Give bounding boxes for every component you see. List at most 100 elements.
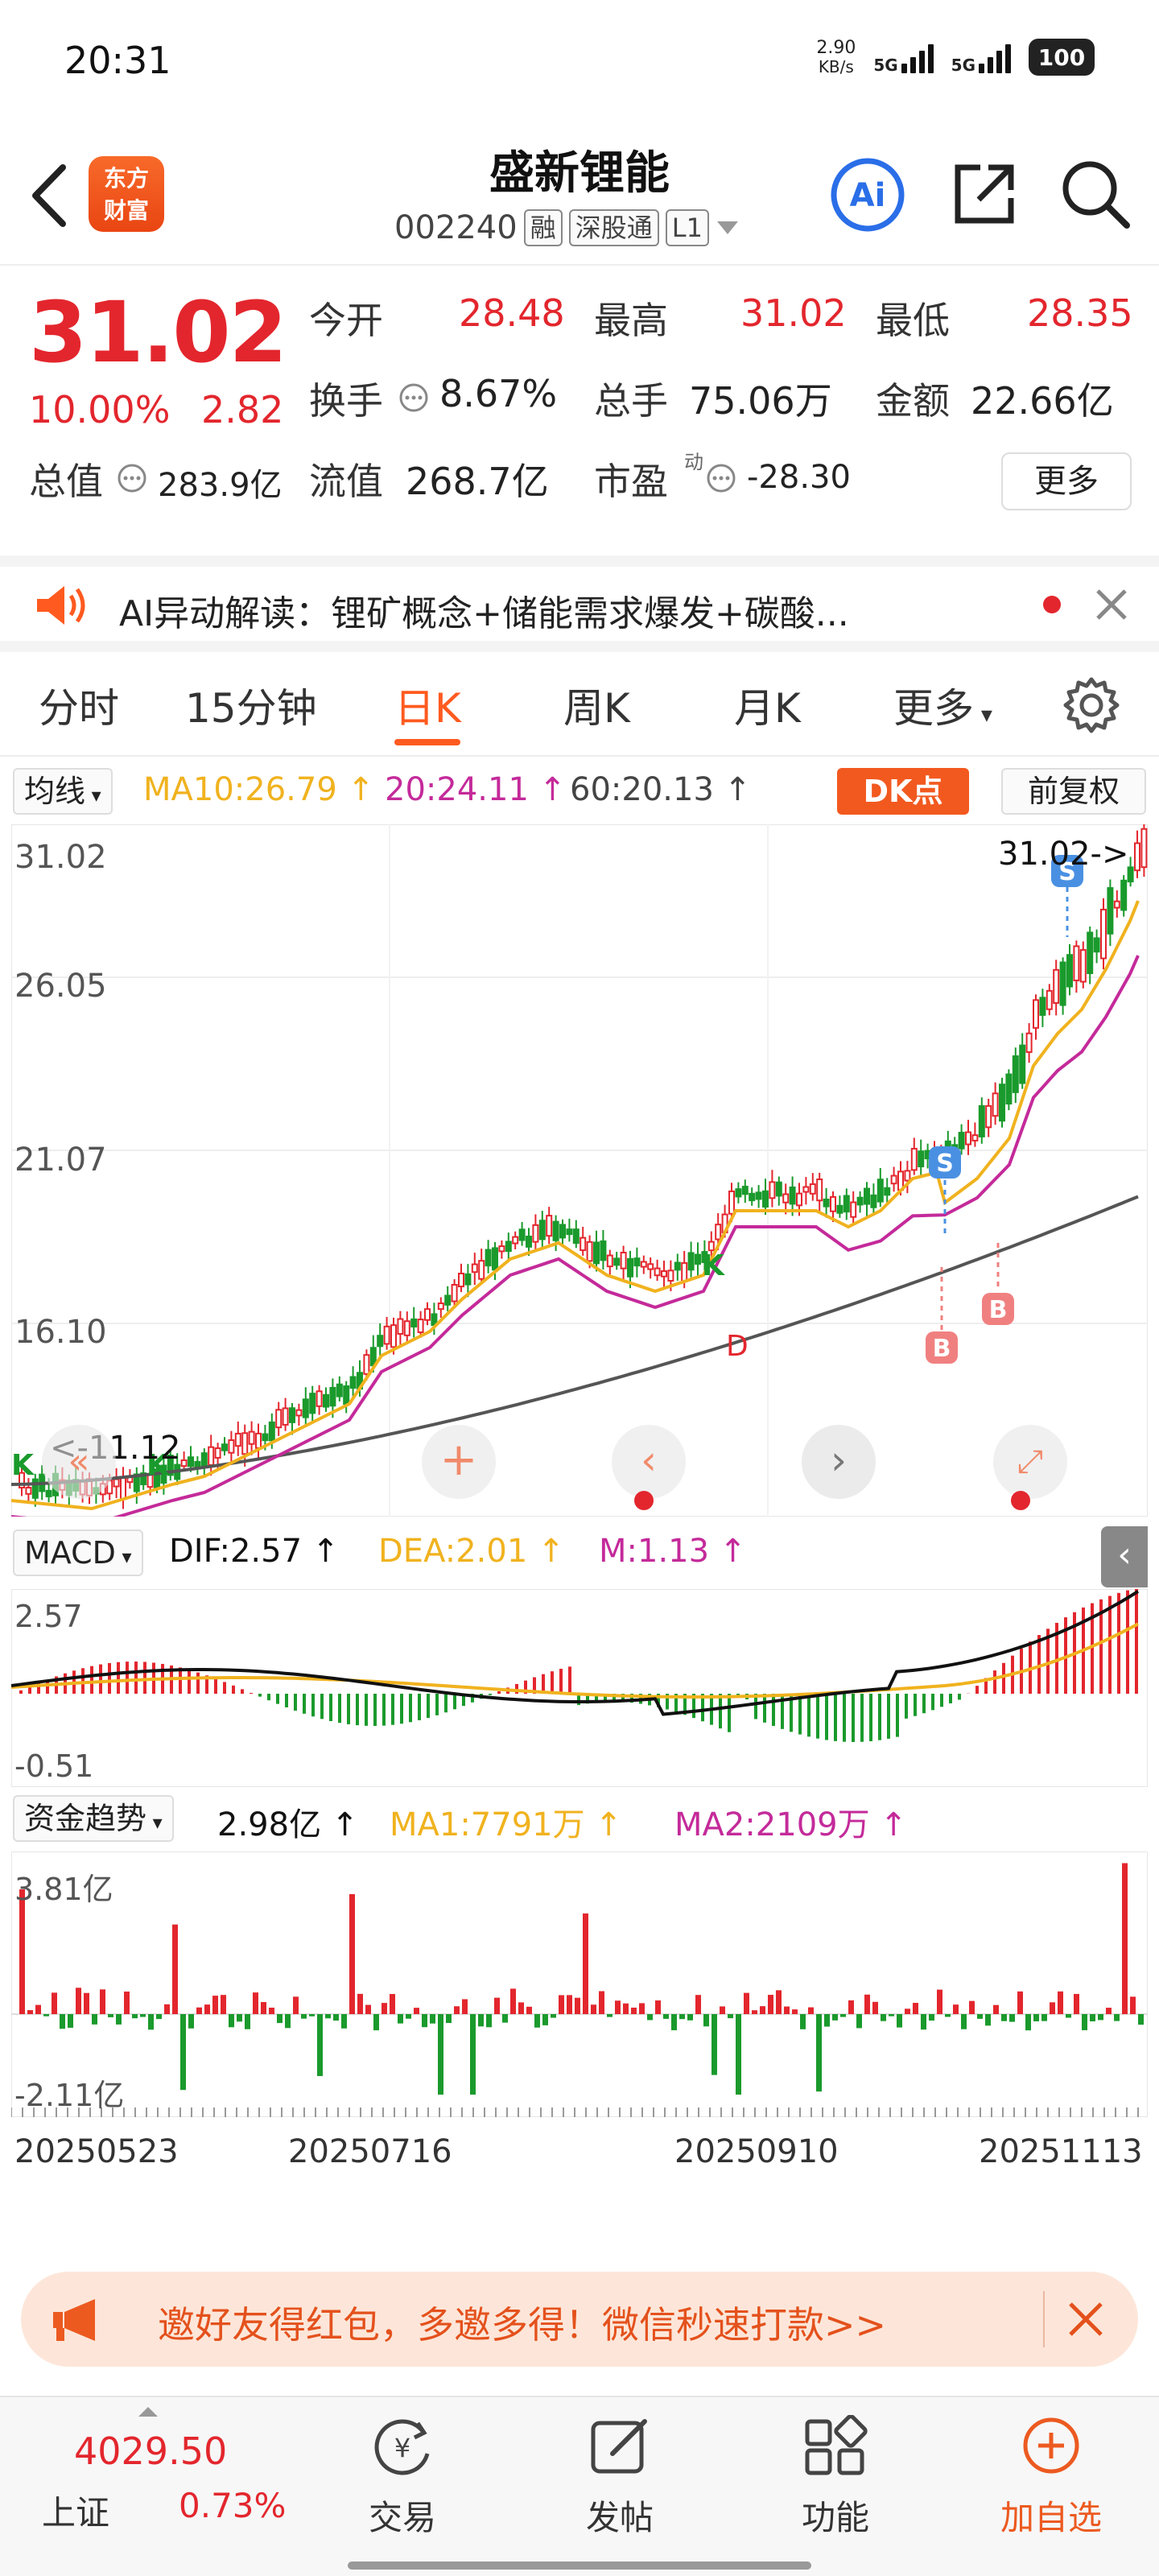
dk-point-button[interactable]: DK点 (837, 768, 969, 815)
info-icon[interactable] (705, 462, 737, 497)
nav-add-watchlist[interactable]: 加自选 (971, 2415, 1132, 2540)
status-bar: 20:31 2.90 KB/s 5G 5G 100 (0, 0, 1159, 121)
ma-selector[interactable]: 均线 ▾ (13, 768, 113, 815)
ma20-line (11, 955, 1140, 1517)
dea-legend: DEA:2.01 ↑ (378, 1533, 565, 1570)
sell-marker[interactable]: S (929, 1146, 961, 1235)
dif-legend: DIF:2.57 ↑ (169, 1533, 340, 1570)
chevron-down-icon: ▾ (115, 1546, 132, 1568)
promo-banner[interactable]: 邀好友得红包，多邀多得！微信秒速打款>> (21, 2272, 1138, 2367)
float-value: 268.7亿 (406, 460, 549, 503)
open-value: 28.48 (459, 291, 565, 335)
low-value: 28.35 (1027, 291, 1133, 335)
index-name[interactable]: 上证 (42, 2493, 110, 2533)
nav-functions[interactable]: 功能 (755, 2414, 916, 2540)
k-marker: K (702, 1249, 725, 1282)
tab-daily-k[interactable]: 日K (394, 685, 461, 732)
fund-y-top: 3.81亿 (14, 1872, 113, 1907)
more-button[interactable]: 更多 (1001, 452, 1132, 510)
collapse-icon[interactable]: ‹ (1101, 1526, 1148, 1587)
adjust-button[interactable]: 前复权 (1001, 768, 1146, 815)
y-label: 26.05 (14, 968, 107, 1005)
tab-active-indicator (394, 739, 460, 745)
index-value[interactable]: 4029.50 (74, 2429, 228, 2473)
pe-sup: 动 (684, 451, 703, 473)
index-change: 0.73% (179, 2486, 287, 2525)
chevron-left-icon[interactable]: ‹ (612, 1425, 686, 1499)
caret-up-icon (137, 2405, 159, 2421)
m-legend: M:1.13 ↑ (599, 1533, 747, 1570)
edit-icon (591, 2419, 647, 2474)
period-tabs: 分时 15分钟 日K 周K 月K 更多 ▾ (0, 652, 1159, 757)
rewind-icon[interactable]: « (42, 1425, 116, 1499)
bottom-nav: 4029.50 上证 0.73% ¥ 交易 发帖 功能 加自选 (0, 2396, 1159, 2576)
svg-text:B: B (933, 1335, 951, 1363)
signal-icon-2: 5G (951, 41, 1011, 74)
share-icon[interactable] (948, 158, 1021, 233)
close-icon[interactable] (1093, 586, 1130, 626)
divider (1043, 2291, 1045, 2347)
trade-icon: ¥ (374, 2419, 430, 2475)
chevron-right-icon[interactable]: › (802, 1425, 876, 1499)
megaphone-icon (50, 2296, 106, 2347)
app-logo: 东方 财富 (89, 156, 164, 232)
ai-banner[interactable]: AI异动解读：锂矿概念+储能需求爆发+碳酸... (0, 555, 1159, 652)
expand-icon[interactable]: ⤢ (993, 1425, 1067, 1499)
close-icon[interactable] (1066, 2299, 1106, 2343)
chevron-down-icon (716, 221, 738, 234)
tab-intraday[interactable]: 分时 (39, 685, 119, 732)
high-label: 最高 (594, 299, 668, 342)
macd-y-top: 2.57 (14, 1599, 83, 1634)
fund-ma1-legend: MA1:7791万 ↑ (390, 1806, 622, 1843)
sell-marker[interactable]: S (1051, 855, 1083, 937)
candle-group (19, 824, 1148, 1509)
search-icon[interactable] (1059, 158, 1132, 233)
change-percent: 10.00% (29, 388, 171, 431)
status-time: 20:31 (64, 39, 171, 82)
amount-value: 22.66亿 (971, 379, 1114, 423)
change-amount: 2.82 (201, 388, 284, 431)
mktcap-label: 总值 (29, 460, 103, 503)
chevron-down-icon: ▾ (146, 1811, 163, 1834)
grid-icon (805, 2414, 868, 2475)
net-speed: 2.90 KB/s (816, 38, 856, 77)
high-value: 31.02 (740, 291, 847, 335)
settings-gear-icon[interactable] (1061, 675, 1122, 739)
svg-text:B: B (989, 1296, 1008, 1324)
macd-selector[interactable]: MACD ▾ (13, 1530, 143, 1576)
ma60-legend: 60:20.13 ↑ (570, 771, 752, 808)
stock-code-row[interactable]: 002240 融 深股通 L1 (394, 209, 740, 246)
chart-area[interactable]: 均线 ▾ MA10:26.79 ↑ 20:24.11 ↑ 60:20.13 ↑ … (0, 757, 1159, 2254)
fund-selector[interactable]: 资金趋势 ▾ (13, 1795, 174, 1842)
info-icon[interactable] (398, 382, 430, 417)
svg-text:¥: ¥ (394, 2433, 410, 2463)
promo-text: 邀好友得红包，多邀多得！微信秒速打款>> (158, 2303, 887, 2347)
kline-chart[interactable]: S S B B K D K K (11, 824, 1148, 1517)
pe-label: 市盈 (594, 460, 668, 503)
tab-more[interactable]: 更多 ▾ (893, 685, 992, 732)
margin-tag: 融 (523, 209, 563, 246)
speaker-icon (32, 581, 89, 633)
fund-trend-chart[interactable] (11, 1852, 1148, 2117)
nav-post[interactable]: 发帖 (539, 2415, 700, 2540)
add-icon[interactable]: + (422, 1425, 496, 1499)
date-label: 20251113 (979, 2133, 1143, 2170)
info-icon[interactable] (116, 462, 148, 497)
ma20-legend: 20:24.11 ↑ (385, 771, 567, 808)
tab-15min[interactable]: 15分钟 (185, 685, 317, 732)
connect-tag: 深股通 (568, 209, 659, 246)
chevron-down-icon: ▾ (85, 784, 101, 807)
dea-line (11, 1622, 1139, 1699)
date-label: 20250716 (288, 2133, 452, 2170)
home-indicator[interactable] (348, 2562, 811, 2570)
macd-chart[interactable] (11, 1589, 1148, 1787)
amount-label: 金额 (876, 379, 950, 423)
tab-weekly-k[interactable]: 周K (563, 685, 630, 732)
nav-trade[interactable]: ¥ 交易 (322, 2415, 483, 2540)
back-icon[interactable] (24, 159, 72, 235)
buy-marker[interactable]: B (982, 1243, 1014, 1325)
tab-monthly-k[interactable]: 月K (734, 685, 801, 732)
turnover-label: 换手 (309, 379, 383, 423)
buy-marker[interactable]: B (926, 1267, 958, 1364)
ai-icon[interactable]: Ai (829, 156, 906, 237)
